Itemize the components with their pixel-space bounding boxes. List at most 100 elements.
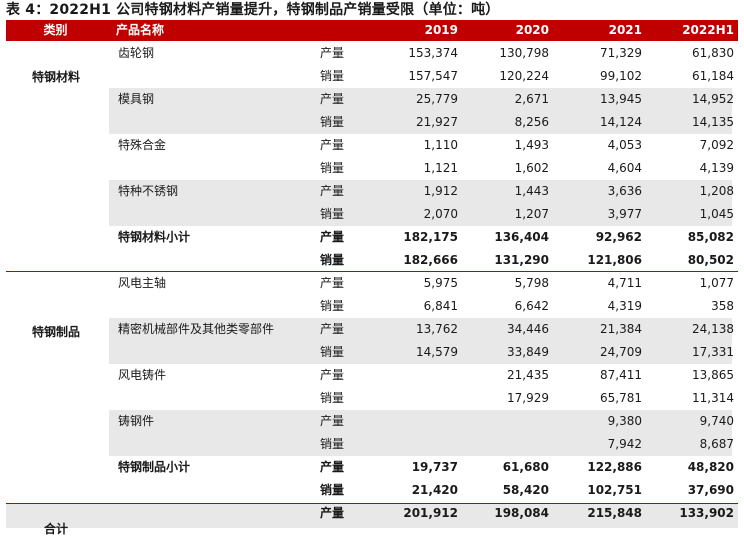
- header-year-2021: 2021: [608, 23, 642, 37]
- value-cell: 3,977: [607, 207, 642, 221]
- value-cell: 17,331: [692, 345, 734, 359]
- product-name: 铸钢件: [118, 414, 155, 428]
- metric-label: 销量: [320, 253, 345, 267]
- value-cell: 3,636: [607, 184, 642, 198]
- metric-label: 产量: [320, 184, 345, 198]
- value-cell: 198,084: [494, 506, 549, 520]
- metric-label: 产量: [320, 230, 345, 244]
- value-cell: 121,806: [587, 253, 642, 267]
- band-cast-steel: [109, 410, 732, 456]
- metric-label: 销量: [320, 345, 345, 359]
- value-cell: 14,952: [692, 92, 734, 106]
- product-name: 模具钢: [118, 92, 155, 106]
- value-cell: 2,070: [423, 207, 458, 221]
- section-divider: [6, 503, 738, 504]
- table-row: 销量 14,579 33,849 24,709 17,331: [6, 341, 738, 364]
- product-name: 齿轮钢: [118, 46, 155, 60]
- table-row: 销量 17,929 65,781 11,314: [6, 387, 738, 410]
- category-special-steel-materials: 特钢材料: [31, 70, 80, 84]
- table-row: 销量 157,547 120,224 99,102 61,184: [6, 65, 738, 88]
- value-cell: 13,945: [600, 92, 642, 106]
- value-cell: 4,053: [607, 138, 642, 152]
- product-name: 特种不锈钢: [118, 184, 179, 198]
- table-row: 齿轮钢 产量 153,374 130,798 71,329 61,830: [6, 42, 738, 65]
- value-cell: 19,737: [411, 460, 458, 474]
- band-mould-steel: [109, 88, 732, 134]
- table-row: 销量 21,927 8,256 14,124 14,135: [6, 111, 738, 134]
- table-row: 销量 21,420 58,420 102,751 37,690: [6, 479, 738, 502]
- table-row: 精密机械部件及其他类零部件 产量 13,762 34,446 21,384 24,138: [6, 318, 738, 341]
- table-row: 特钢材料小计 产量 182,175 136,404 92,962 85,082: [6, 226, 738, 249]
- value-cell: 182,666: [403, 253, 458, 267]
- value-cell: 61,680: [502, 460, 549, 474]
- value-cell: 80,502: [687, 253, 734, 267]
- metric-label: 产量: [320, 322, 345, 336]
- value-cell: 4,139: [699, 161, 734, 175]
- table-row: 模具钢 产量 25,779 2,671 13,945 14,952: [6, 88, 738, 111]
- value-cell: 58,420: [502, 483, 549, 497]
- table-row: 销量 2,070 1,207 3,977 1,045: [6, 203, 738, 226]
- metric-label: 销量: [320, 437, 345, 451]
- value-cell: 21,927: [416, 115, 458, 129]
- value-cell: 1,208: [699, 184, 734, 198]
- product-name: 精密机械部件及其他类零部件: [118, 322, 275, 336]
- value-cell: 25,779: [416, 92, 458, 106]
- value-cell: 1,912: [423, 184, 458, 198]
- metric-label: 销量: [320, 115, 345, 129]
- table-row: 特种不锈钢 产量 1,912 1,443 3,636 1,208: [6, 180, 738, 203]
- value-cell: 9,740: [699, 414, 734, 428]
- value-cell: 120,224: [499, 69, 549, 83]
- table-row: 特殊合金 产量 1,110 1,493 4,053 7,092: [6, 134, 738, 157]
- value-cell: 201,912: [403, 506, 458, 520]
- product-name: 特钢材料小计: [118, 230, 191, 244]
- product-name: 风电主轴: [118, 276, 167, 290]
- value-cell: 1,493: [514, 138, 549, 152]
- value-cell: 1,077: [699, 276, 734, 290]
- metric-label: 产量: [320, 506, 345, 520]
- value-cell: 4,604: [607, 161, 642, 175]
- product-name: 风电铸件: [118, 368, 167, 382]
- value-cell: 133,902: [679, 506, 734, 520]
- value-cell: 182,175: [403, 230, 458, 244]
- value-cell: 1,443: [514, 184, 549, 198]
- value-cell: 87,411: [600, 368, 642, 382]
- value-cell: 17,929: [507, 391, 549, 405]
- value-cell: 48,820: [687, 460, 734, 474]
- value-cell: 21,435: [507, 368, 549, 382]
- value-cell: 358: [711, 299, 734, 313]
- metric-label: 销量: [320, 69, 345, 83]
- value-cell: 2,671: [514, 92, 549, 106]
- value-cell: 11,314: [692, 391, 734, 405]
- metric-label: 销量: [320, 299, 345, 313]
- value-cell: 102,751: [587, 483, 642, 497]
- value-cell: 7,092: [699, 138, 734, 152]
- value-cell: 14,124: [600, 115, 642, 129]
- metric-label: 产量: [320, 460, 345, 474]
- band-stainless: [109, 180, 732, 226]
- metric-label: 销量: [320, 391, 345, 405]
- value-cell: 37,690: [687, 483, 734, 497]
- value-cell: 34,446: [507, 322, 549, 336]
- value-cell: 9,380: [607, 414, 642, 428]
- value-cell: 1,207: [514, 207, 549, 221]
- value-cell: 1,110: [423, 138, 458, 152]
- value-cell: 85,082: [687, 230, 734, 244]
- value-cell: 130,798: [499, 46, 549, 60]
- header-year-2019: 2019: [424, 23, 458, 37]
- category-special-steel-products: 特钢制品: [31, 325, 80, 339]
- value-cell: 153,374: [408, 46, 458, 60]
- header-category: 类别: [43, 23, 68, 37]
- value-cell: 8,687: [699, 437, 734, 451]
- metric-label: 产量: [320, 414, 345, 428]
- table-row: 销量 182,666 131,290 121,806 80,502: [6, 249, 738, 272]
- table-row: 销量 7,942 8,687: [6, 433, 738, 456]
- value-cell: 33,849: [507, 345, 549, 359]
- value-cell: 5,975: [423, 276, 458, 290]
- value-cell: 61,830: [692, 46, 734, 60]
- header-product: 产品名称: [116, 23, 165, 37]
- value-cell: 24,709: [600, 345, 642, 359]
- value-cell: 131,290: [494, 253, 549, 267]
- metric-label: 产量: [320, 92, 345, 106]
- value-cell: 92,962: [595, 230, 642, 244]
- metric-label: 销量: [320, 161, 345, 175]
